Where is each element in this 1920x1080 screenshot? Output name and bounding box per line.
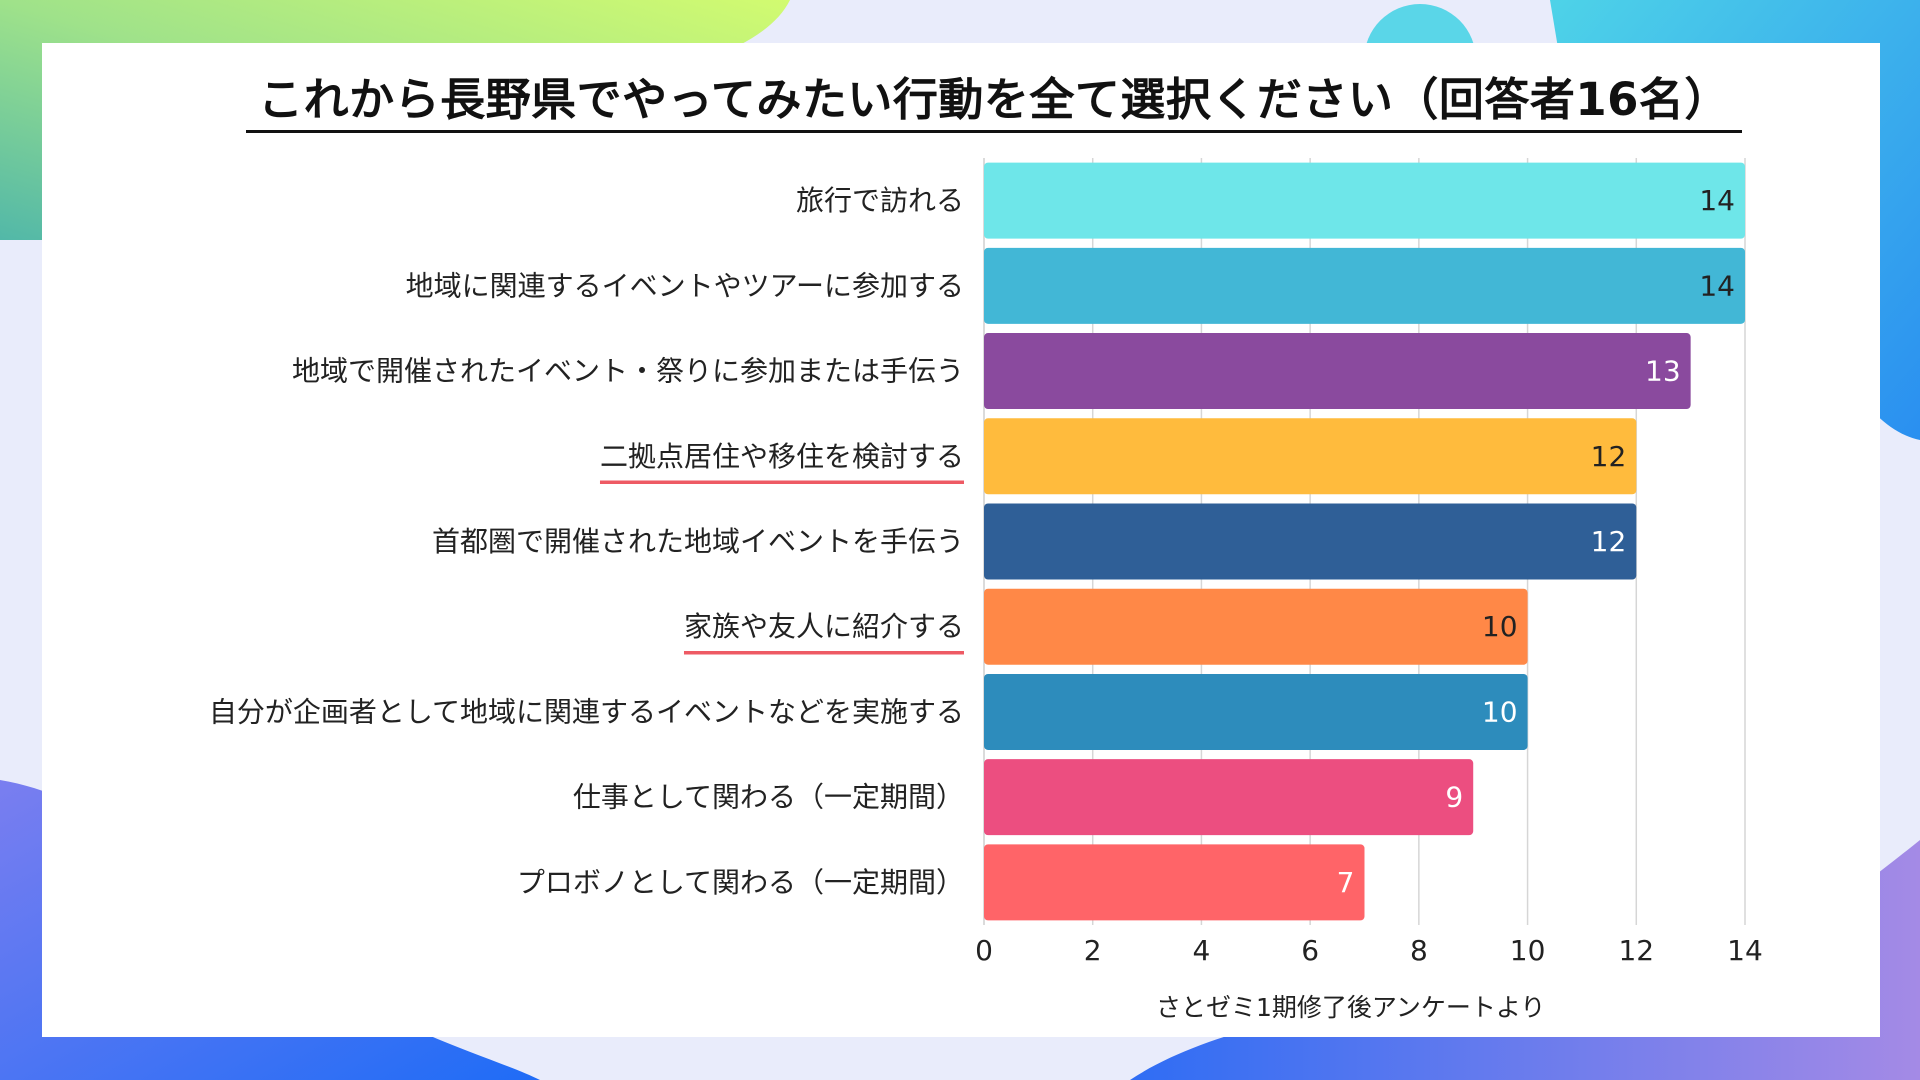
value-label: 10 bbox=[1482, 610, 1518, 643]
value-label: 7 bbox=[1337, 866, 1355, 899]
bar bbox=[984, 673, 1528, 750]
x-tick-label: 14 bbox=[1727, 934, 1763, 967]
value-label: 10 bbox=[1482, 695, 1518, 728]
x-tick-label: 2 bbox=[1084, 934, 1102, 967]
category-label: 家族や友人に紹介する bbox=[684, 610, 964, 643]
bar bbox=[984, 588, 1528, 665]
category-label: 仕事として関わる（一定期間） bbox=[573, 781, 964, 814]
x-tick-label: 4 bbox=[1193, 934, 1211, 967]
category-label: 旅行で訪れる bbox=[796, 184, 964, 217]
x-tick-label: 10 bbox=[1510, 934, 1546, 967]
category-label: 地域に関連するイベントやツアーに参加する bbox=[406, 269, 964, 302]
value-label: 13 bbox=[1645, 355, 1681, 388]
value-label: 12 bbox=[1591, 440, 1627, 473]
bar bbox=[984, 333, 1691, 410]
category-label: 自分が企画者として地域に関連するイベントなどを実施する bbox=[209, 695, 964, 728]
bar bbox=[984, 759, 1474, 836]
bar bbox=[984, 418, 1637, 495]
value-label: 14 bbox=[1699, 269, 1735, 302]
bar bbox=[984, 162, 1745, 239]
source-note: さとゼミ1期修了後アンケートより bbox=[1156, 993, 1546, 1022]
x-tick-label: 6 bbox=[1301, 934, 1319, 967]
x-tick-label: 8 bbox=[1410, 934, 1428, 967]
category-label: 首都圏で開催された地域イベントを手伝う bbox=[432, 525, 964, 558]
x-tick-label: 0 bbox=[975, 934, 993, 967]
category-label: プロボノとして関わる（一定期間） bbox=[517, 866, 964, 899]
bar bbox=[984, 247, 1745, 324]
bar bbox=[984, 844, 1365, 921]
bar bbox=[984, 503, 1637, 580]
x-tick-label: 12 bbox=[1618, 934, 1654, 967]
category-label: 地域で開催されたイベント・祭りに参加または手伝う bbox=[292, 355, 964, 388]
value-label: 14 bbox=[1699, 184, 1735, 217]
value-label: 12 bbox=[1591, 525, 1627, 558]
category-label: 二拠点居住や移住を検討する bbox=[600, 440, 964, 473]
chart-title: これから長野県でやってみたい行動を全て選択ください（回答者16名） bbox=[246, 70, 1742, 133]
value-label: 9 bbox=[1445, 781, 1463, 814]
